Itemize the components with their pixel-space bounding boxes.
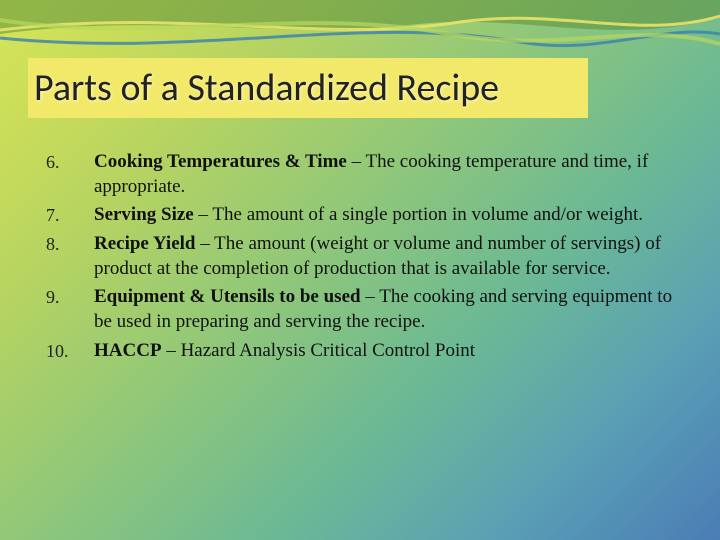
list-item: 9. Equipment & Utensils to be used – The…: [46, 285, 674, 334]
list-item: 7. Serving Size – The amount of a single…: [46, 203, 674, 228]
list-item: 10. HACCP – Hazard Analysis Critical Con…: [46, 339, 674, 364]
list-lead: Recipe Yield: [94, 233, 196, 254]
list-number: 9.: [46, 285, 94, 334]
list-item: 8. Recipe Yield – The amount (weight or …: [46, 232, 674, 281]
list-text: HACCP – Hazard Analysis Critical Control…: [94, 339, 674, 364]
content-list: 6. Cooking Temperatures & Time – The coo…: [46, 150, 674, 368]
list-item: 6. Cooking Temperatures & Time – The coo…: [46, 150, 674, 199]
list-number: 8.: [46, 232, 94, 281]
list-number: 10.: [46, 339, 94, 364]
list-lead: Equipment & Utensils to be used: [94, 286, 361, 307]
list-text: Cooking Temperatures & Time – The cookin…: [94, 150, 674, 199]
list-lead: Cooking Temperatures & Time: [94, 151, 347, 172]
list-rest: – The amount of a single portion in volu…: [194, 204, 643, 225]
list-number: 7.: [46, 203, 94, 228]
list-lead: Serving Size: [94, 204, 194, 225]
list-number: 6.: [46, 150, 94, 199]
list-lead: HACCP: [94, 340, 162, 361]
list-text: Serving Size – The amount of a single po…: [94, 203, 674, 228]
list-text: Recipe Yield – The amount (weight or vol…: [94, 232, 674, 281]
slide-title: Parts of a Standardized Recipe: [34, 65, 499, 111]
slide: Parts of a Standardized Recipe 6. Cookin…: [0, 0, 720, 540]
list-text: Equipment & Utensils to be used – The co…: [94, 285, 674, 334]
title-box: Parts of a Standardized Recipe: [28, 58, 588, 118]
list-rest: – Hazard Analysis Critical Control Point: [162, 340, 475, 361]
